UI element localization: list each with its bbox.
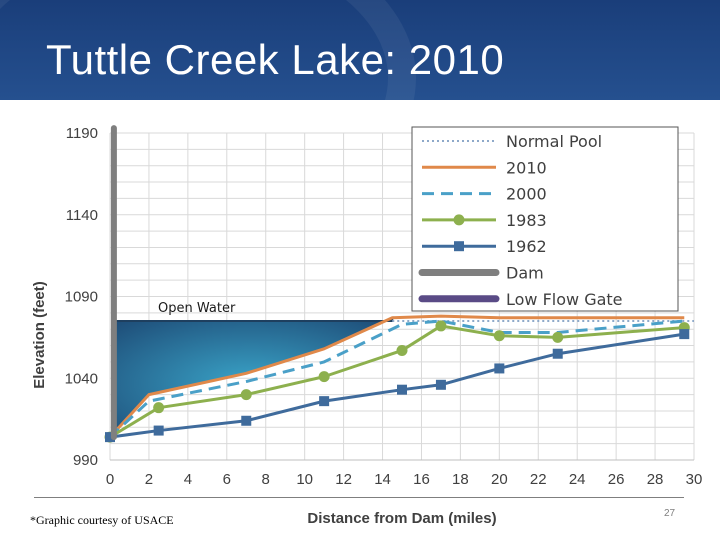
legend-label: 2000: [506, 185, 547, 204]
point-1983: [153, 402, 165, 414]
x-tick-label: 14: [374, 471, 391, 488]
x-tick-label: 10: [296, 471, 313, 488]
x-tick-label: 22: [530, 471, 547, 488]
y-tick-label: 1190: [66, 125, 98, 142]
x-tick-label: 2: [145, 471, 153, 488]
x-tick-label: 16: [413, 471, 430, 488]
x-tick-label: 8: [262, 471, 270, 488]
point-1962: [435, 379, 446, 390]
point-1962: [153, 425, 164, 436]
x-tick-label: 30: [686, 471, 703, 488]
point-1962: [494, 363, 505, 374]
footnote: *Graphic courtesy of USACE: [30, 513, 174, 527]
tick-labels: 0 2 4 6 8 10 12 14 16 18 20 22 24 26 28 309901040109011…: [65, 125, 703, 488]
legend-label: 1962: [506, 237, 547, 256]
x-tick-label: 20: [491, 471, 508, 488]
point-1962: [319, 396, 330, 407]
elevation-chart: 0 2 4 6 8 10 12 14 16 18 20 22 24 26 28 309901040109011…: [31, 125, 703, 527]
x-tick-label: 6: [223, 471, 231, 488]
chart-area: 0 2 4 6 8 10 12 14 16 18 20 22 24 26 28 30 990 1040 1090 11…: [10, 100, 710, 530]
point-1962: [105, 432, 115, 443]
x-tick-label: 12: [335, 471, 352, 488]
x-tick-label: 0: [106, 471, 114, 488]
point-1983: [493, 330, 505, 342]
x-tick-label: 26: [608, 471, 625, 488]
point-1962: [679, 329, 690, 340]
y-tick-label: 1140: [66, 207, 98, 224]
legend-label: 2010: [506, 158, 547, 177]
series-line-2000: [108, 319, 685, 439]
point-1983: [318, 371, 330, 383]
point-1983: [552, 331, 564, 343]
open-water-annotation: Open Water: [158, 301, 236, 316]
y-tick-label: 990: [73, 452, 98, 469]
slide-header: Tuttle Creek Lake: 2010: [0, 0, 720, 100]
footer-divider: [34, 497, 684, 498]
point-1962: [397, 384, 407, 395]
x-axis-label: Distance from Dam (miles): [307, 510, 496, 527]
point-1962: [552, 348, 563, 359]
y-axis-label: Elevation (feet): [31, 281, 48, 389]
legend-marker: [454, 241, 464, 252]
legend-label: Dam: [506, 264, 544, 283]
page-number: 27: [664, 508, 676, 519]
y-tick-label: 1090: [65, 289, 98, 306]
legend-label: 1983: [506, 211, 547, 230]
x-tick-label: 28: [647, 471, 664, 488]
legend: Normal Pool 2010 2000 1983 1962 Dam Low Flow G…: [411, 126, 679, 312]
point-1962: [241, 415, 252, 426]
series-lines: [104, 125, 694, 443]
x-tick-label: 4: [184, 471, 192, 488]
x-tick-label: 18: [452, 471, 469, 488]
point-1983: [396, 344, 408, 356]
point-1983: [240, 389, 252, 401]
x-tick-label: 24: [569, 471, 586, 488]
y-tick-label: 1040: [65, 370, 98, 387]
series-line-2010: [108, 314, 685, 439]
slide-title: Tuttle Creek Lake: 2010: [46, 36, 505, 83]
legend-marker: [453, 214, 465, 226]
legend-label: Low Flow Gate: [506, 290, 623, 309]
legend-label: Normal Pool: [506, 132, 602, 151]
point-1983: [435, 320, 447, 332]
